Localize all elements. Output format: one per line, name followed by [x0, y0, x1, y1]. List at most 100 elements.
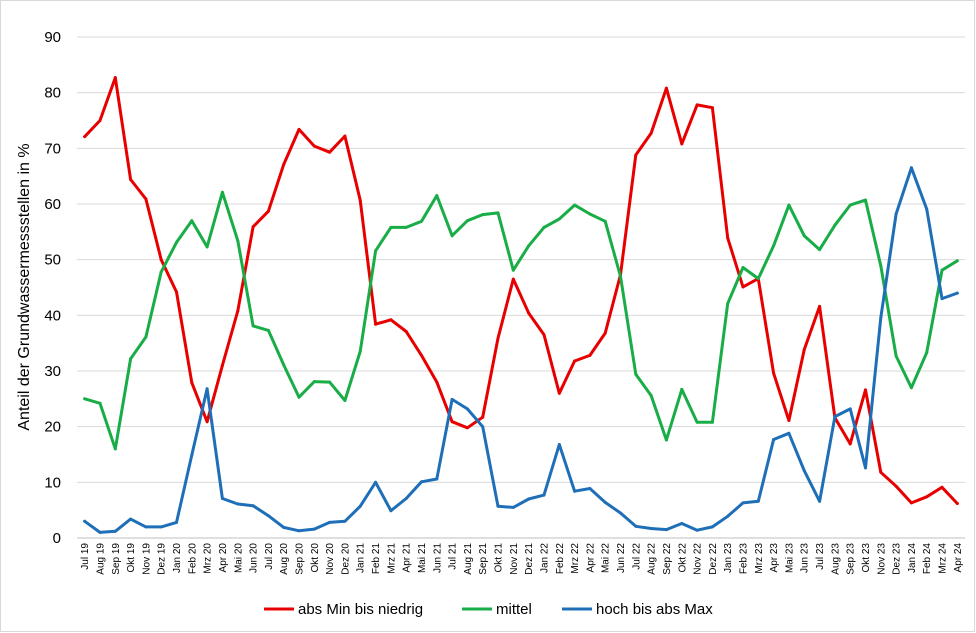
x-tick-label: Mrz 22 [570, 543, 581, 574]
data-point [879, 264, 883, 268]
data-point [864, 198, 867, 202]
data-point [787, 431, 791, 435]
data-point [220, 190, 224, 194]
data-point [420, 480, 423, 484]
x-tick-label: Jun 23 [800, 543, 811, 573]
data-point [389, 318, 393, 322]
data-point [542, 225, 546, 229]
data-point [573, 359, 577, 363]
x-tick-label: Sep 22 [662, 543, 673, 575]
data-point [358, 198, 362, 202]
x-tick-label: Feb 22 [555, 543, 566, 575]
data-point [251, 504, 255, 508]
data-point [726, 302, 730, 306]
data-point [144, 525, 148, 529]
data-point [496, 504, 500, 508]
x-tick-label: Sep 20 [295, 543, 306, 575]
y-tick-label: 60 [44, 196, 61, 213]
data-point [420, 353, 423, 357]
y-tick-label: 20 [44, 419, 61, 436]
data-point [205, 245, 209, 249]
x-tick-label: Nov 19 [141, 543, 152, 575]
x-tick-label: Aug 20 [279, 543, 290, 575]
data-point [695, 420, 699, 424]
data-point [312, 527, 316, 531]
data-point [741, 266, 745, 269]
x-tick-label: Dez 23 [892, 543, 903, 575]
series-line [83, 166, 959, 534]
x-tick-label: Aug 23 [830, 543, 841, 575]
data-point [802, 469, 806, 473]
data-point [98, 401, 102, 405]
data-point [649, 394, 653, 397]
data-point [266, 209, 270, 213]
y-axis-ticks: 0 10 20 30 40 50 60 70 80 90 [44, 29, 61, 547]
x-tick-label: Okt 20 [310, 543, 321, 573]
data-point [955, 502, 959, 505]
data-point [404, 225, 408, 229]
data-point [511, 277, 515, 281]
x-tick-label: Jan 24 [907, 543, 918, 573]
data-point [98, 119, 102, 122]
data-point [251, 324, 255, 328]
data-point [542, 493, 546, 497]
data-point [925, 207, 929, 211]
data-point [955, 259, 959, 263]
data-point [726, 236, 730, 240]
x-tick-label: Sep 21 [478, 543, 489, 575]
x-tick-label: Mai 23 [784, 543, 795, 573]
x-tick-label: Aug 22 [647, 543, 658, 575]
data-point [144, 335, 148, 339]
data-point [465, 219, 469, 223]
x-tick-label: Jun 22 [616, 543, 627, 573]
data-point [833, 415, 837, 419]
data-point [925, 351, 929, 355]
gridlines [77, 36, 965, 483]
data-point [266, 328, 270, 332]
data-point [389, 509, 393, 513]
data-point [83, 135, 87, 139]
x-tick-label: Feb 23 [739, 543, 750, 575]
data-point [802, 234, 806, 238]
data-point [848, 203, 852, 207]
x-tick-label: Okt 23 [861, 543, 872, 573]
data-point [741, 285, 745, 289]
x-tick-label: Mrz 20 [203, 543, 214, 574]
x-tick-label: Nov 22 [693, 543, 704, 575]
y-tick-label: 0 [53, 530, 61, 547]
data-point [818, 304, 822, 308]
data-point [465, 407, 469, 411]
data-point [619, 511, 622, 515]
x-tick-label: Jan 21 [356, 543, 367, 573]
data-point [864, 466, 867, 470]
x-tick-label: Apr 22 [585, 543, 596, 573]
data-point [772, 371, 776, 375]
legend: abs Min bis niedrig mittel hoch bis abs Ma… [264, 601, 713, 618]
data-point [343, 519, 347, 523]
data-point [358, 350, 362, 353]
x-axis-ticks: Jul 19 Aug 19 Sep 19 Okt 19 Nov 19 Dez 19 Jan … [80, 543, 964, 575]
data-point [343, 399, 347, 402]
data-point [619, 274, 622, 278]
data-point [129, 178, 133, 181]
data-point [282, 525, 286, 529]
data-point [879, 470, 883, 474]
x-tick-label: Sep 19 [111, 543, 122, 575]
data-point [358, 504, 362, 508]
x-tick-label: Feb 20 [187, 543, 198, 575]
x-tick-label: Aug 19 [95, 543, 106, 575]
x-tick-label: Dez 22 [708, 543, 719, 575]
x-tick-label: Jul 21 [448, 543, 459, 570]
data-point [159, 270, 163, 274]
data-point [588, 487, 592, 490]
legend-label: hoch bis abs Max [596, 601, 713, 618]
data-point [496, 211, 500, 215]
data-point [175, 520, 178, 524]
x-tick-label: Okt 19 [126, 543, 137, 573]
data-point [98, 530, 102, 534]
data-point [741, 501, 745, 505]
data-point [236, 239, 240, 243]
x-tick-label: Mrz 21 [386, 543, 397, 574]
x-tick-label: Apr 24 [953, 543, 964, 573]
y-tick-label: 30 [44, 363, 61, 380]
